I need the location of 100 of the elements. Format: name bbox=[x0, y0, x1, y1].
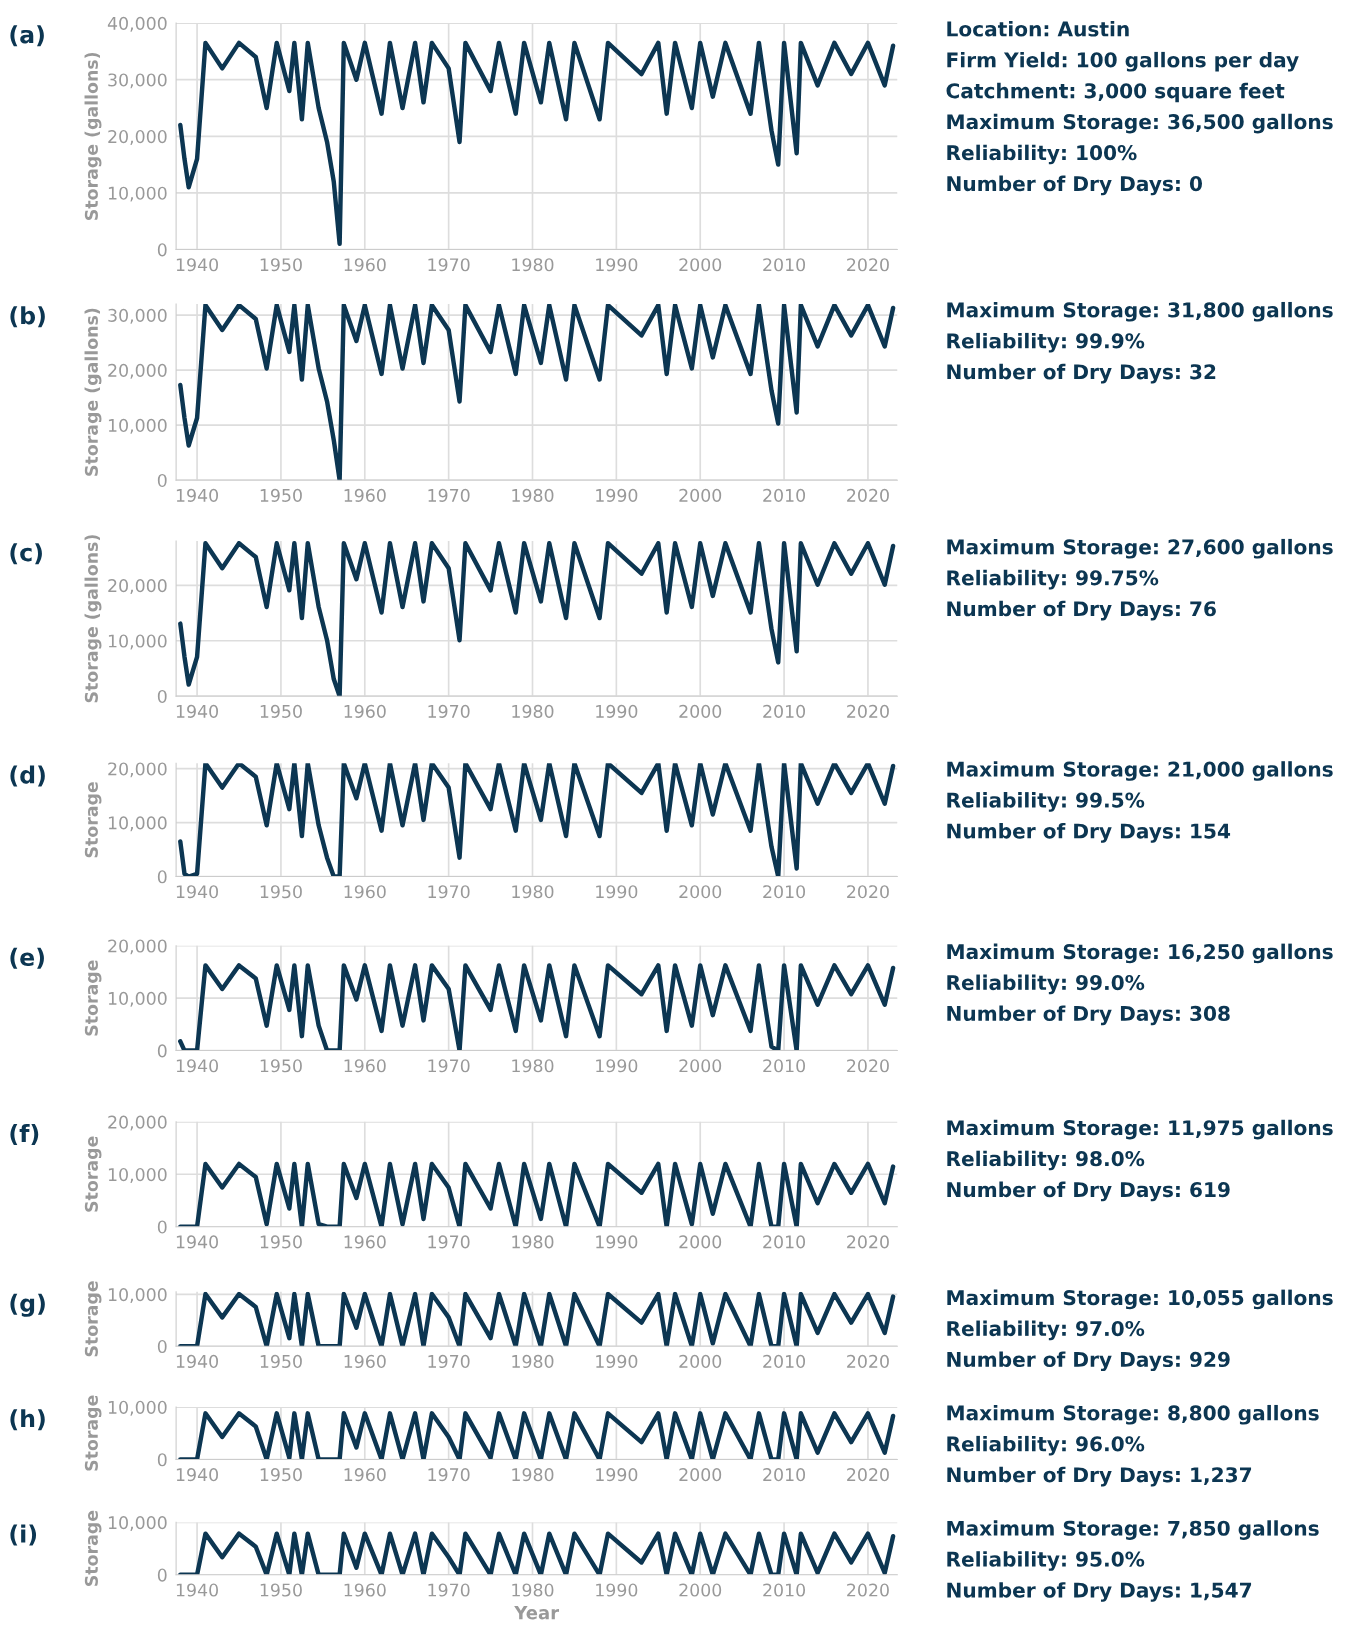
y-tick-label: 10,000 bbox=[108, 418, 167, 434]
x-tick-label: 1940 bbox=[176, 885, 219, 899]
y-tick-label: 0 bbox=[157, 1044, 167, 1058]
x-tick-label: 1970 bbox=[428, 488, 470, 502]
x-tick-label: 1950 bbox=[260, 258, 302, 272]
y-tick-label: 0 bbox=[157, 243, 167, 257]
x-tick-label: 1960 bbox=[344, 885, 386, 899]
x-tick-label: 1950 bbox=[260, 704, 302, 718]
x-tick-label: 2000 bbox=[679, 1583, 722, 1597]
y-tick-label: 0 bbox=[157, 1568, 167, 1582]
x-tick-label: 1940 bbox=[176, 1468, 219, 1482]
x-tick-label: 2020 bbox=[847, 704, 889, 718]
text: Maximum Storage: 16,250 gallons bbox=[947, 943, 1333, 964]
line-series bbox=[178, 304, 896, 481]
y-tick-label: 10,000 bbox=[108, 1516, 167, 1531]
y-axis-title: Storage bbox=[84, 1281, 102, 1357]
x-tick-label: 1940 bbox=[176, 258, 219, 272]
x-tick-label: 1940 bbox=[176, 488, 219, 502]
y-axis-title: Storage (gallons) bbox=[84, 535, 102, 703]
x-tick-label: 1940 bbox=[176, 1354, 219, 1369]
text: Reliability: 98.0% bbox=[947, 1150, 1145, 1171]
text: Maximum Storage: 21,000 gallons bbox=[947, 761, 1333, 781]
x-tick-label: 1940 bbox=[176, 1235, 219, 1249]
text: Maximum Storage: 10,055 gallons bbox=[947, 1289, 1333, 1310]
text: Number of Dry Days: 308 bbox=[947, 1005, 1230, 1026]
x-tick-label: 1960 bbox=[344, 1059, 386, 1073]
x-tick-label: 1970 bbox=[428, 1354, 470, 1369]
x-tick-label: 1950 bbox=[260, 1354, 302, 1369]
chart-title: (b) bbox=[10, 306, 45, 328]
x-tick-label: 1990 bbox=[596, 1468, 638, 1482]
x-tick-label: 1990 bbox=[596, 704, 638, 718]
text: Firm Yield: 100 gallons per day bbox=[947, 51, 1299, 72]
x-tick-label: 1990 bbox=[596, 1354, 638, 1369]
x-tick-label: 1940 bbox=[176, 704, 219, 718]
x-tick-label: 1960 bbox=[344, 1235, 386, 1249]
x-tick-label: 1970 bbox=[428, 1583, 470, 1597]
y-tick-label: 0 bbox=[157, 689, 167, 704]
y-tick-label: 0 bbox=[157, 1339, 167, 1354]
text: Number of Dry Days: 929 bbox=[947, 1351, 1230, 1372]
chart-title: (h) bbox=[10, 1409, 45, 1431]
y-tick-label: 10,000 bbox=[108, 1288, 167, 1303]
x-tick-label: 1940 bbox=[176, 1059, 219, 1073]
x-tick-label: 2000 bbox=[679, 1059, 722, 1073]
y-tick-label: 10,000 bbox=[108, 1400, 167, 1416]
text: Reliability: 96.0% bbox=[947, 1435, 1145, 1456]
x-tick-label: 1950 bbox=[260, 1468, 302, 1482]
x-tick-label: 1980 bbox=[512, 1235, 554, 1249]
y-tick-label: 0 bbox=[157, 473, 167, 488]
x-tick-label: 2000 bbox=[679, 1235, 722, 1249]
x-tick-label: 1950 bbox=[260, 885, 302, 899]
text: Maximum Storage: 27,600 gallons bbox=[947, 538, 1333, 559]
x-tick-label: 1970 bbox=[428, 885, 470, 899]
text: Reliability: 99.75% bbox=[947, 569, 1159, 590]
x-tick-label: 2000 bbox=[679, 885, 722, 899]
x-tick-label: 1960 bbox=[344, 1468, 386, 1482]
x-tick-label: 2020 bbox=[847, 488, 889, 502]
text: Reliability: 97.0% bbox=[947, 1320, 1145, 1341]
y-tick-label: 20,000 bbox=[108, 762, 167, 778]
line-series bbox=[178, 40, 896, 247]
x-tick-label: 2010 bbox=[763, 258, 806, 272]
x-tick-label: 1970 bbox=[428, 1468, 470, 1482]
x-tick-label: 1980 bbox=[512, 1583, 554, 1597]
x-tick-label: 2010 bbox=[763, 704, 806, 718]
x-tick-label: 1980 bbox=[512, 1354, 554, 1369]
text: Maximum Storage: 11,975 gallons bbox=[947, 1119, 1333, 1140]
text: Catchment: 3,000 square feet bbox=[946, 82, 1285, 103]
chart-title: (c) bbox=[10, 543, 42, 565]
text: Reliability: 95.0% bbox=[947, 1551, 1145, 1571]
x-tick-label: 2010 bbox=[763, 1468, 806, 1482]
y-tick-label: 20,000 bbox=[108, 1115, 167, 1131]
chart-title: (f) bbox=[10, 1123, 39, 1146]
y-axis-title: Storage bbox=[84, 1395, 102, 1471]
x-tick-label: 1950 bbox=[260, 1235, 302, 1249]
y-axis-title: Storage bbox=[84, 960, 102, 1036]
y-axis-title: Storage (gallons) bbox=[84, 308, 102, 476]
chart-title: (e) bbox=[10, 947, 44, 969]
x-tick-label: 1970 bbox=[428, 1059, 470, 1073]
text: Maximum Storage: 7,850 gallons bbox=[947, 1520, 1319, 1540]
x-axis-title: Year bbox=[514, 1606, 560, 1620]
x-tick-label: 1990 bbox=[596, 1059, 638, 1073]
x-tick-label: 1970 bbox=[428, 258, 470, 272]
text: Number of Dry Days: 1,237 bbox=[947, 1466, 1252, 1487]
x-tick-label: 2010 bbox=[763, 1583, 806, 1597]
x-tick-label: 1950 bbox=[260, 1059, 302, 1073]
y-axis-title: Storage bbox=[84, 782, 102, 858]
y-axis-title: Storage (gallons) bbox=[84, 52, 102, 220]
y-axis-title: Storage bbox=[84, 1510, 102, 1586]
x-tick-label: 1970 bbox=[428, 704, 470, 718]
text: Maximum Storage: 31,800 gallons bbox=[947, 301, 1333, 322]
x-tick-label: 1970 bbox=[428, 1235, 470, 1249]
x-tick-label: 1950 bbox=[260, 488, 302, 502]
y-tick-label: 0 bbox=[157, 1220, 167, 1234]
text: Number of Dry Days: 32 bbox=[947, 363, 1216, 384]
x-tick-label: 1990 bbox=[596, 1235, 638, 1249]
x-tick-label: 1960 bbox=[344, 1354, 386, 1369]
chart-title: (a) bbox=[10, 25, 44, 47]
x-tick-label: 1980 bbox=[512, 704, 554, 718]
y-tick-label: 10,000 bbox=[108, 634, 167, 650]
y-tick-label: 10,000 bbox=[108, 1168, 167, 1183]
line-series bbox=[178, 541, 896, 697]
